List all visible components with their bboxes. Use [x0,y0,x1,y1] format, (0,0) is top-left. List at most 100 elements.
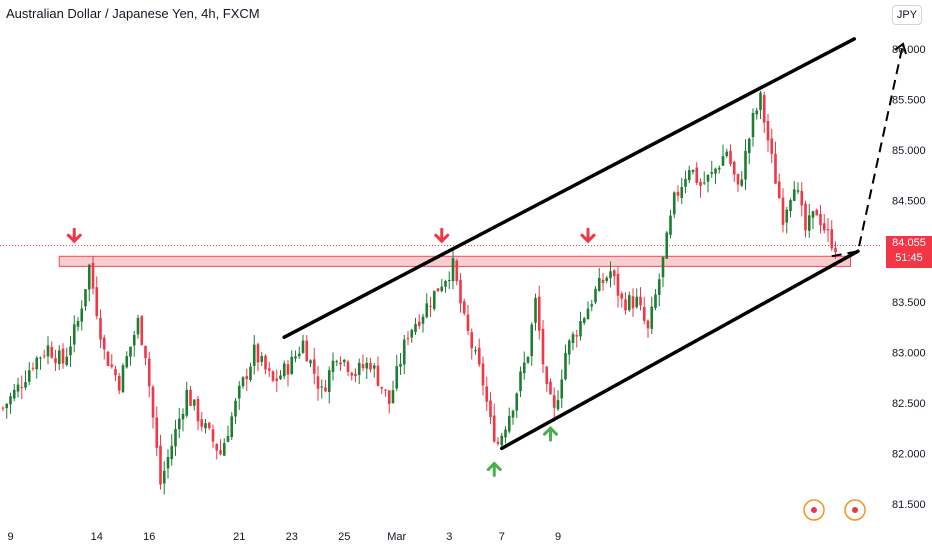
candle-body [699,181,702,186]
target-icon[interactable] [844,499,866,521]
candle-body [639,296,642,306]
down-arrow-icon [66,227,82,244]
candle-body [166,456,170,469]
candle-body [616,273,620,296]
candle-body [597,278,601,291]
x-tick-label: 16 [143,531,155,543]
x-tick-label: 25 [338,531,350,543]
target-icon[interactable] [803,499,825,521]
candle-body [582,318,586,323]
y-tick-label: 85.000 [892,145,926,157]
candle-body [410,329,414,338]
candle-body [796,190,800,192]
candle-body [665,232,669,259]
candle-body [421,316,425,324]
candle-body [530,324,534,357]
y-tick-label: 85.500 [892,95,926,107]
candle-body [324,387,327,392]
candle-body [762,95,766,123]
lower-channel-line[interactable] [500,249,860,451]
candle-body [440,286,444,292]
candle-body [252,344,256,366]
candle-body [560,379,564,399]
candle-body [807,215,811,231]
candle-body [740,179,744,186]
candle-body [144,345,147,359]
candle-body [747,138,751,154]
candle-body [204,423,207,429]
x-tick-label: 7 [499,531,505,543]
candle-body [346,361,350,373]
candle-body [357,362,361,376]
candle-body [219,450,222,455]
candle-body [781,197,785,225]
up-arrow-icon [486,461,502,478]
down-arrow-icon [580,227,596,244]
candle-body [335,361,339,363]
candle-body [819,214,822,226]
candle-body [489,400,492,418]
candle-body [466,314,470,331]
candle-body [24,381,27,388]
candle-body [226,435,230,442]
upper-channel-line[interactable] [282,37,856,339]
candle-body [444,280,447,287]
candle-body [72,324,76,345]
candle-body [316,376,320,389]
candle-body [20,386,24,388]
candle-body [177,418,181,430]
candle-body [624,299,627,311]
candle-body [455,260,459,282]
y-tick-label: 84.500 [892,196,926,208]
candle-body [414,324,417,332]
candle-body [159,445,162,485]
candle-body [579,321,582,337]
candle-body [549,381,552,395]
candle-body [65,356,69,365]
candle-body [35,357,39,370]
candle-body [545,366,549,385]
candle-body [140,316,144,345]
candle-body [9,396,12,405]
y-tick-label: 82.500 [892,398,926,410]
candle-body [361,364,365,369]
candle-body [57,350,61,364]
x-tick-label: 23 [286,531,298,543]
projection-dashed-line[interactable] [831,43,904,258]
candle-body [309,360,312,364]
candle-body [620,293,624,299]
candle-body [31,367,35,369]
candle-body [481,363,485,386]
candle-body [215,443,219,451]
candle-body [800,190,804,206]
candle-body [657,279,661,295]
candle-body [39,357,42,359]
candle-body [5,403,9,409]
last-price-label: 84.055 51:45 [886,236,932,268]
candle-body [519,371,522,392]
candle-body [777,181,781,199]
candle-body [99,317,102,340]
candle-body [729,150,732,165]
chart-title: Australian Dollar / Japanese Yen, 4h, FX… [6,6,260,21]
candle-body [339,362,342,365]
candle-body [586,308,590,320]
candle-body [391,390,395,403]
currency-button[interactable]: JPY [892,5,922,25]
candle-body [264,355,267,370]
candle-body [402,339,406,365]
candle-body [751,112,755,138]
candle-body [297,353,301,357]
candle-body [102,337,106,350]
candle-body [271,371,275,381]
candle-body [496,441,500,444]
candle-body [256,344,260,363]
x-tick-label: 9 [7,531,13,543]
y-tick-label: 83.000 [892,347,926,359]
candle-body [132,335,136,346]
candle-body [192,399,196,406]
candle-body [669,215,672,235]
candle-body [432,290,436,309]
y-tick-label: 81.500 [892,499,926,511]
